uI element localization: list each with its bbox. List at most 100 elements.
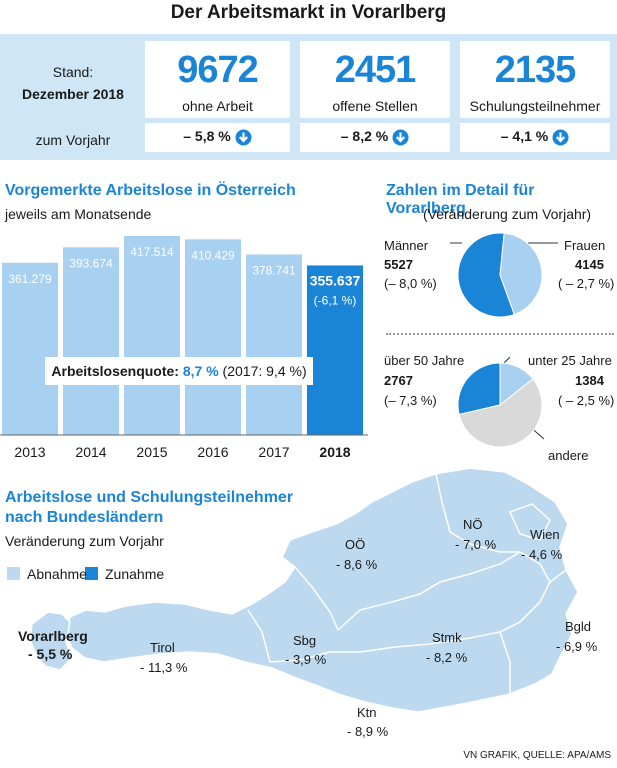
change-card: – 8,2 % [300, 123, 450, 152]
pie2-right-label: unter 25 Jahre [528, 353, 612, 368]
pie2-slice-andere [458, 378, 543, 448]
state-name-sbg: Sbg [293, 633, 317, 648]
map-title-line1: Arbeitslose und Schulungsteilnehmer [5, 489, 294, 506]
bar-change-label: (-6,1 %) [314, 293, 357, 307]
austria-outline [65, 467, 579, 713]
state-value-tirol: - 11,3 % [140, 660, 188, 675]
legend-increase-label: Zunahme [105, 566, 165, 582]
state-name-tirol: Tirol [150, 640, 175, 655]
quote-label: Arbeitslosenquote: [51, 363, 182, 379]
legend-increase-swatch [85, 567, 98, 580]
stat-caption: offene Stellen [332, 98, 418, 114]
stat-card-schulung: 2135 Schulungsteilnehmer [460, 41, 610, 118]
bar-value-label: 417.514 [130, 245, 174, 259]
change-value: – 4,1 % [500, 128, 549, 144]
state-name-wien: Wien [530, 527, 560, 542]
stat-card-ohne-arbeit: 9672 ohne Arbeit [145, 41, 290, 118]
map-title-line2: nach Bundesländern [5, 509, 164, 526]
quote-box [45, 357, 313, 385]
x-tick-label: 2015 [136, 444, 167, 460]
page-title: Der Arbeitsmarkt in Vorarlberg [170, 2, 447, 23]
bar-2014 [63, 247, 119, 435]
pie1-left-label: Männer [384, 238, 429, 253]
state-name-vorarlberg: Vorarlberg [18, 628, 88, 644]
state-value-ooe: - 8,6 % [336, 557, 378, 572]
pie-section-subtitle: (Veränderung zum Vorjahr) [423, 206, 592, 222]
bar-value-label: 355.637 [310, 272, 361, 288]
stand-date: Dezember 2018 [22, 86, 124, 102]
pie1-slice-maenner [457, 232, 515, 318]
bar-chart-subtitle: jeweils am Monatsende [5, 206, 152, 222]
bar-value-label: 393.674 [69, 256, 113, 270]
pie1-right-value: 4145 [575, 257, 604, 272]
pie1-right-change: ( – 2,7 %) [558, 276, 615, 291]
change-value: – 8,2 % [340, 128, 389, 144]
arrow-down-icon [392, 129, 409, 146]
stats-panel: Stand: Dezember 2018 zum Vorjahr 9672 oh… [0, 34, 617, 160]
bar-2016 [185, 239, 241, 435]
pie2-left-change: (– 7,3 %) [384, 393, 437, 408]
pie2-slice-ueber50 [457, 362, 501, 416]
stand-label: Stand: [52, 64, 94, 80]
stat-caption: ohne Arbeit [182, 98, 253, 114]
stat-value: 2135 [494, 49, 577, 91]
pie1-left-change: (– 8,0 %) [384, 276, 437, 291]
source-credit: VN GRAFIK, QUELLE: APA/AMS [463, 750, 611, 761]
quote-value: 8,7 % [183, 363, 219, 379]
state-name-noe: NÖ [463, 517, 483, 532]
state-value-ktn: - 8,9 % [347, 724, 389, 739]
bar-2015 [124, 235, 180, 435]
legend-decrease-swatch [7, 567, 20, 580]
state-borders [247, 473, 567, 694]
arrow-down-icon [552, 129, 569, 146]
map-subtitle: Veränderung zum Vorjahr [5, 533, 164, 549]
pie1-slice-frauen [499, 232, 543, 316]
pie-section-title: Zahlen im Detail für Vorarlberg [386, 182, 535, 217]
x-tick-label: 2017 [258, 444, 289, 460]
state-name-bgld: Bgld [565, 619, 592, 634]
bar-chart-title: Vorgemerkte Arbeitslose in Österreich [5, 182, 296, 199]
vorarlberg-shape [29, 611, 73, 671]
bar-value-label: 410.429 [191, 248, 235, 262]
pie2-left-label: über 50 Jahre [384, 353, 465, 368]
state-value-bgld: - 6,9 % [556, 639, 598, 654]
divider [386, 333, 614, 335]
pie2-left-value: 2767 [384, 373, 413, 388]
bar-value-label: 361.279 [8, 272, 52, 286]
stat-card-offene-stellen: 2451 offene Stellen [300, 41, 450, 118]
pie1-left-value: 5527 [384, 257, 413, 272]
bar-2017 [246, 254, 302, 435]
arrow-down-icon [235, 129, 252, 146]
state-name-ooe: OÖ [345, 537, 366, 552]
pie-charts [450, 232, 558, 448]
bar-value-label: 378.741 [252, 263, 296, 277]
austria-map [7, 467, 579, 713]
bar-chart: 361.279 2013 393.674 2014 417.514 2015 410.429… [0, 235, 368, 460]
stat-caption: Schulungsteilnehmer [469, 98, 601, 114]
pie2-right-value: 1384 [575, 373, 604, 388]
bar-2018 [307, 265, 363, 435]
x-tick-label: 2016 [197, 444, 228, 460]
stat-value: 2451 [334, 49, 417, 91]
change-card: – 5,8 % [145, 123, 290, 152]
x-tick-label: 2013 [14, 444, 45, 460]
stat-value: 9672 [177, 49, 259, 91]
quote-text: Arbeitslosenquote: 8,7 % (2017: 9,4 %) [51, 363, 306, 379]
state-name-stmk: Stmk [432, 630, 462, 645]
state-value-wien: - 4,6 % [521, 547, 563, 562]
bar-2013 [2, 262, 58, 435]
quote-prev: (2017: 9,4 %) [219, 363, 307, 379]
x-tick-label: 2014 [75, 444, 106, 460]
state-value-vorarlberg: - 5,5 % [28, 646, 73, 662]
state-name-ktn: Ktn [357, 705, 377, 720]
vorjahr-label: zum Vorjahr [35, 132, 111, 148]
x-tick-label: 2018 [319, 444, 350, 460]
legend-decrease-label: Abnahme [27, 566, 87, 582]
state-value-noe: - 7,0 % [455, 537, 497, 552]
pie1-right-label: Frauen [564, 238, 606, 253]
state-value-stmk: - 8,2 % [426, 650, 468, 665]
state-value-sbg: - 3,9 % [285, 652, 327, 667]
pie2-other-label: andere [548, 448, 589, 463]
pie2-right-change: ( – 2,5 %) [558, 393, 615, 408]
change-value: – 5,8 % [183, 128, 231, 144]
